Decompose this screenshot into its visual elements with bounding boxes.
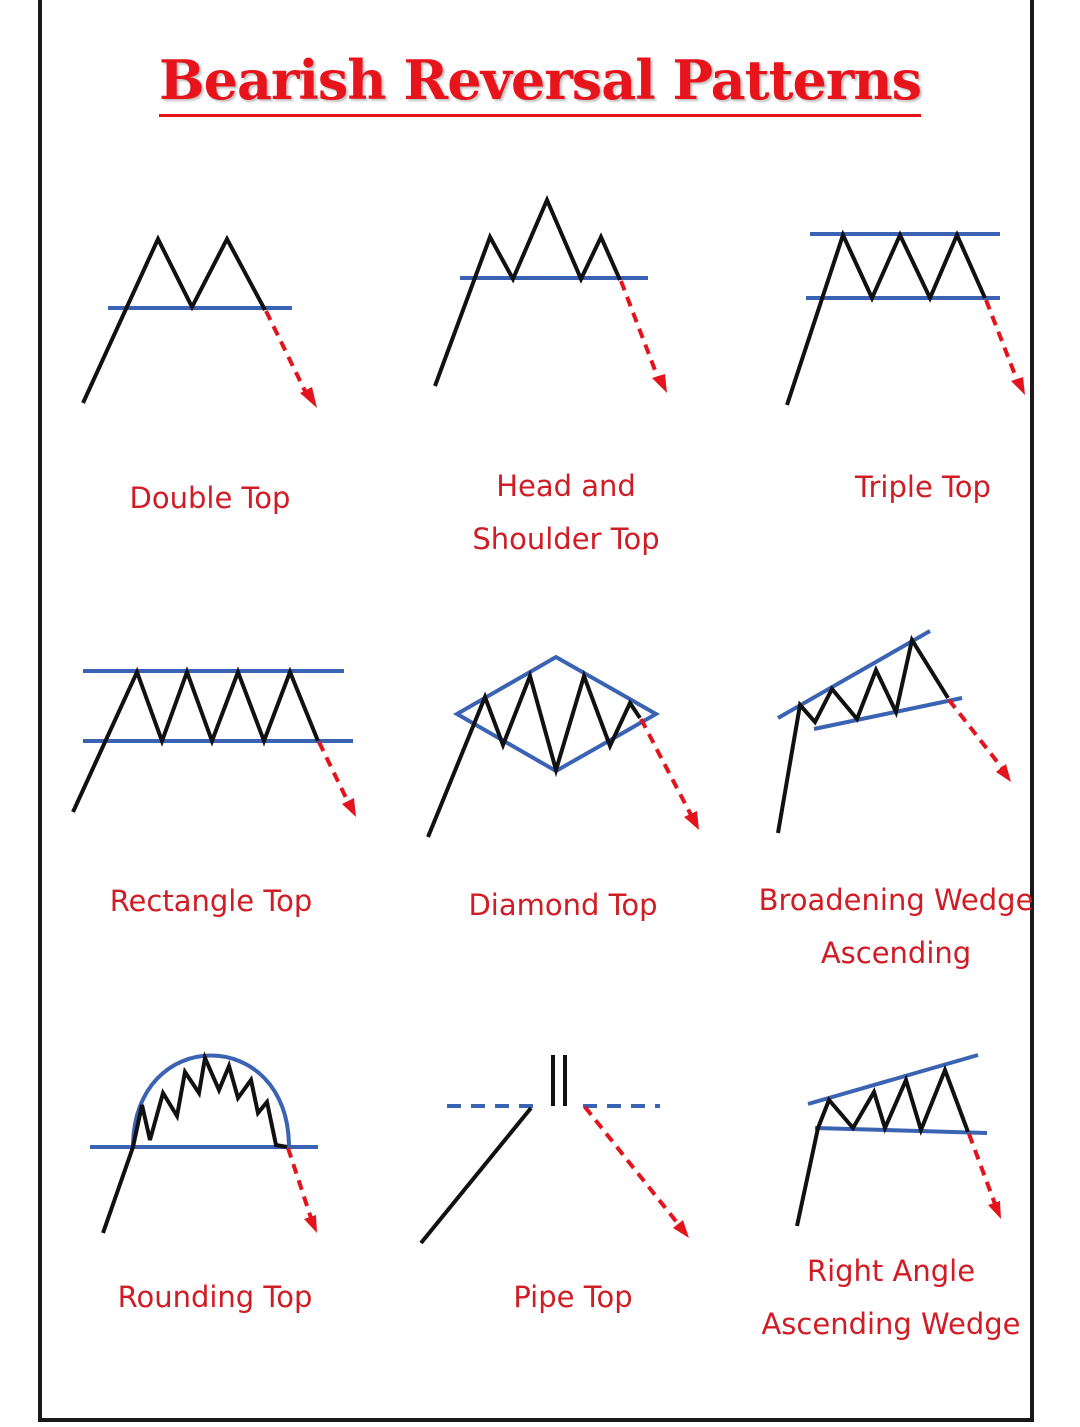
price-line (71, 666, 320, 813)
price-line (419, 1106, 533, 1245)
label-line: Right Angle (806, 1254, 976, 1288)
head-and-shoulder-top-diagram (433, 194, 667, 393)
price-line (101, 1051, 288, 1234)
label-line: Head and (496, 469, 636, 503)
label-head-and-shoulder-top: Head and Shoulder Top (406, 460, 726, 566)
arrow-head (1011, 377, 1025, 395)
upper-trendline (807, 1053, 979, 1106)
label-line: Triple Top (855, 470, 991, 504)
arrow-head (988, 1201, 1001, 1219)
diamond-outline (452, 654, 661, 774)
arrow-head (342, 798, 356, 817)
upper-trendline (777, 629, 931, 720)
breakdown-arrow (967, 1133, 997, 1205)
right-angle-ascending-wedge-diagram (795, 1053, 1001, 1227)
pipe-top-diagram (419, 1055, 689, 1245)
breakdown-arrow (619, 280, 660, 379)
breakdown-arrow (639, 718, 693, 816)
breakdown-arrow (583, 1105, 681, 1227)
arrow-head (652, 374, 667, 393)
rectangle-top-diagram (71, 666, 356, 817)
label-diamond-top: Diamond Top (403, 879, 723, 932)
rounding-top-diagram (90, 1051, 318, 1234)
label-line: Ascending Wedge (761, 1307, 1021, 1341)
arrow-head (996, 764, 1011, 782)
label-broadening-wedge-ascending: Broadening Wedge Ascending (736, 874, 1056, 980)
lower-trendline (814, 1126, 988, 1135)
breakdown-arrow (984, 299, 1019, 381)
label-line: Shoulder Top (472, 522, 660, 556)
price-line (785, 229, 987, 406)
arrow-head (673, 1220, 689, 1238)
label-rectangle-top: Rectangle Top (51, 875, 371, 928)
diamond-top-diagram (426, 654, 699, 838)
price-line (795, 1064, 970, 1227)
lower-trendline (813, 696, 963, 731)
broadening-wedge-ascending-diagram (776, 629, 1011, 834)
label-line: Diamond Top (468, 888, 658, 922)
breakdown-arrow (947, 698, 1004, 770)
label-line: Double Top (129, 481, 291, 515)
label-line: Rounding Top (117, 1280, 313, 1314)
label-line: Ascending (820, 936, 972, 970)
price-line (433, 194, 622, 387)
breakdown-arrow (286, 1147, 313, 1219)
label-right-angle-ascending-wedge: Right Angle Ascending Wedge (731, 1245, 1051, 1351)
label-line: Rectangle Top (109, 884, 313, 918)
price-line (776, 634, 950, 834)
label-line: Pipe Top (513, 1280, 633, 1314)
page-title: Bearish Reversal Patterns (0, 48, 1080, 117)
label-line: Broadening Wedge (758, 883, 1034, 917)
label-double-top: Double Top (50, 472, 370, 525)
triple-top-diagram (785, 229, 1025, 406)
double-top-diagram (81, 234, 317, 408)
label-triple-top: Triple Top (763, 461, 1080, 514)
price-line (426, 669, 642, 838)
price-line (81, 234, 267, 404)
arrow-head (684, 811, 699, 830)
label-rounding-top: Rounding Top (55, 1271, 375, 1324)
page-frame (38, 0, 1034, 1422)
arrow-head (300, 387, 317, 408)
breakdown-arrow (264, 310, 308, 394)
breakdown-arrow (317, 741, 350, 803)
label-pipe-top: Pipe Top (413, 1271, 733, 1324)
arrow-head (304, 1215, 317, 1233)
